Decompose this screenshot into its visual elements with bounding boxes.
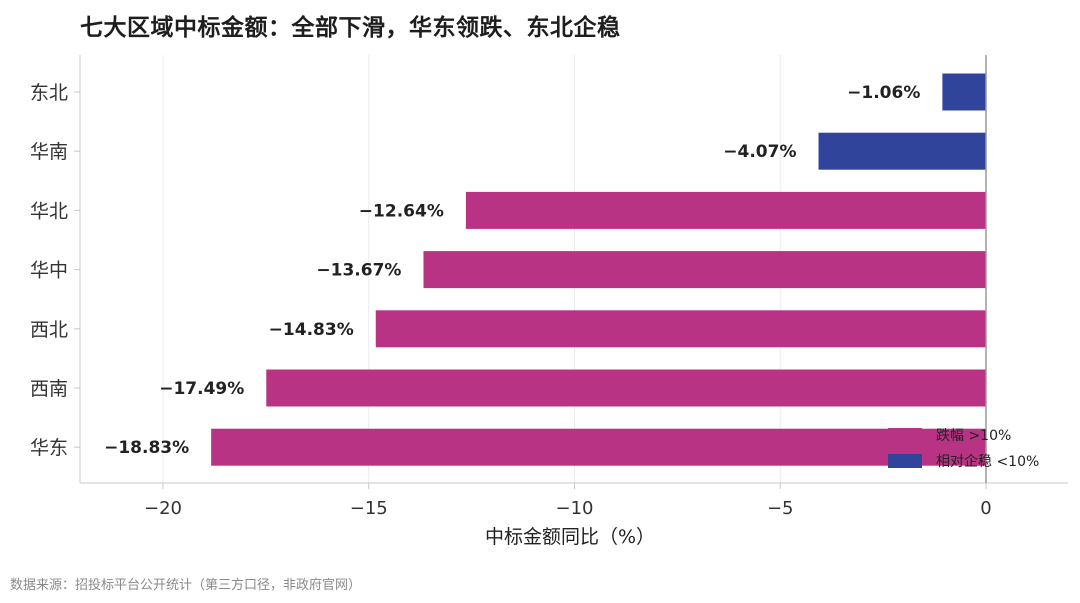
bar-6 (211, 428, 986, 466)
category-label: 华东 (30, 437, 68, 459)
legend-swatch-drop (888, 428, 922, 442)
data-label: −17.49% (159, 379, 244, 399)
bar-1 (818, 132, 986, 170)
x-tick-label: −10 (556, 498, 594, 519)
chart-title: 七大区域中标金额：全部下滑，华东领跌、东北企稳 (80, 15, 621, 41)
legend-label-drop: 跌幅 >10% (936, 428, 1011, 444)
data-label: −1.06% (847, 83, 920, 103)
x-axis-title: 中标金额同比（%） (485, 526, 655, 548)
legend-swatch-stable (888, 454, 922, 468)
bar-4 (375, 310, 987, 348)
data-label: −14.83% (269, 320, 354, 340)
category-label: 华中 (30, 260, 68, 282)
category-label: 华北 (30, 200, 68, 222)
x-tick-label: −5 (767, 498, 794, 519)
data-label: −18.83% (104, 438, 189, 458)
bar-0 (942, 73, 986, 111)
x-tick-label: −15 (350, 498, 388, 519)
bar-5 (266, 369, 986, 407)
data-label: −12.64% (359, 201, 444, 221)
bar-3 (423, 251, 986, 289)
source-note: 数据来源：招投标平台公开统计（第三方口径，非政府官网） (10, 578, 362, 593)
x-tick-label: −20 (144, 498, 182, 519)
x-tick-label: 0 (980, 498, 991, 519)
category-label: 东北 (30, 82, 68, 104)
data-label: −13.67% (316, 261, 401, 281)
category-label: 西南 (30, 378, 68, 400)
category-label: 华南 (30, 141, 68, 163)
legend-label-stable: 相对企稳 <10% (936, 453, 1039, 470)
category-label: 西北 (30, 319, 68, 341)
data-label: −4.07% (723, 142, 796, 162)
bar-2 (465, 191, 986, 229)
